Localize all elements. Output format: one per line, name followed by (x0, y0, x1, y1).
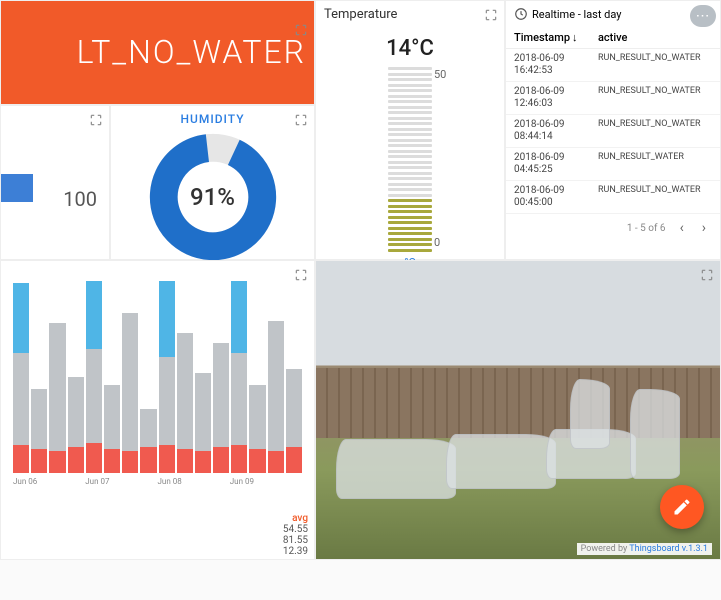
banner-text: LT_NO_WATER (77, 33, 306, 71)
avg-label: avg (283, 513, 308, 524)
humidity-donut: 91% (148, 132, 278, 262)
mini-value: 100 (63, 187, 97, 211)
camera-card: Powered by Thingsboard v.1.3.1 (315, 260, 721, 560)
realtime-card: Realtime - last day ⋯ Timestamp↓ active … (505, 0, 721, 260)
temperature-title: Temperature (316, 1, 504, 28)
temperature-gauge (388, 67, 432, 252)
col-timestamp[interactable]: Timestamp↓ (514, 31, 598, 44)
chart-area (9, 273, 306, 473)
temperature-value: 14°C (316, 36, 504, 61)
expand-icon[interactable] (294, 112, 308, 126)
status-banner: LT_NO_WATER (0, 0, 315, 105)
humidity-card: HUMIDITY 91% (110, 105, 315, 260)
temp-min-label: 0 (434, 236, 440, 249)
table-row[interactable]: 2018-06-09 12:46:03RUN_RESULT_NO_WATER (506, 82, 720, 115)
mini-gauge-card: 100 (0, 105, 110, 260)
footer: Powered by Thingsboard v.1.3.1 (577, 543, 712, 555)
photo-object (336, 439, 456, 499)
mini-bar (1, 174, 33, 202)
col-active[interactable]: active (598, 31, 627, 44)
clock-icon (514, 7, 528, 21)
temp-max-label: 50 (434, 68, 446, 81)
pager: 1 - 5 of 6 ‹ › (506, 214, 720, 242)
expand-icon[interactable] (294, 267, 308, 281)
temperature-card: Temperature 14°C 50 0 °C (315, 0, 505, 260)
chart-xaxis: Jun 06Jun 07Jun 08Jun 09 (9, 477, 306, 486)
photo-object (446, 434, 556, 489)
sort-desc-icon: ↓ (572, 31, 578, 44)
expand-icon[interactable] (89, 112, 103, 126)
humidity-title: HUMIDITY (111, 106, 314, 126)
expand-icon[interactable] (700, 267, 714, 281)
humidity-value: 91% (148, 132, 278, 262)
expand-icon[interactable] (484, 7, 498, 21)
realtime-title: Realtime - last day (532, 8, 622, 21)
table-row[interactable]: 2018-06-09 08:44:14RUN_RESULT_NO_WATER (506, 115, 720, 148)
pager-next[interactable]: › (698, 220, 710, 236)
card-menu-button[interactable]: ⋯ (690, 5, 716, 27)
avg-box: avg 54.55 81.55 12.39 (283, 513, 308, 557)
photo-object (630, 389, 680, 479)
history-chart-card: Jun 06Jun 07Jun 08Jun 09 avg 54.55 81.55… (0, 260, 315, 560)
pager-prev[interactable]: ‹ (676, 220, 688, 236)
table-row[interactable]: 2018-06-09 16:42:53RUN_RESULT_NO_WATER (506, 49, 720, 82)
edit-fab[interactable] (660, 485, 704, 529)
footer-link[interactable]: Thingsboard v.1.3.1 (629, 544, 708, 554)
table-row[interactable]: 2018-06-09 04:45:25RUN_RESULT_WATER (506, 148, 720, 181)
table-row[interactable]: 2018-06-09 00:45:00RUN_RESULT_NO_WATER (506, 181, 720, 214)
photo-object (570, 379, 610, 449)
expand-icon[interactable] (294, 7, 308, 21)
pager-text: 1 - 5 of 6 (627, 223, 666, 234)
pencil-icon (672, 497, 692, 517)
